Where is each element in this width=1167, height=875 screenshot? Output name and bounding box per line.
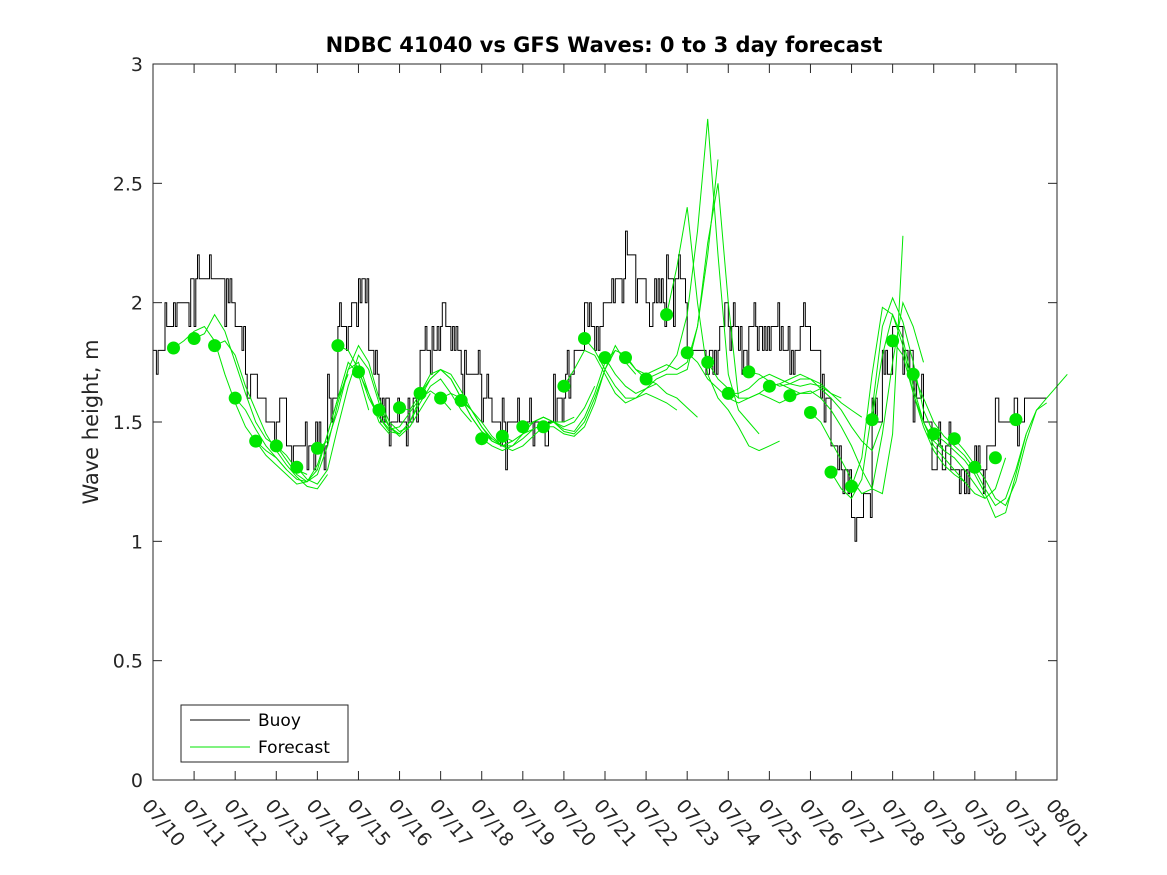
forecast-marker [208, 339, 222, 353]
y-tick-label: 3 [131, 54, 143, 76]
forecast-marker [536, 420, 550, 434]
forecast-marker [660, 308, 674, 322]
forecast-marker [475, 432, 489, 446]
forecast-marker [310, 441, 324, 455]
forecast-run-line [851, 306, 965, 487]
forecast-marker [783, 389, 797, 403]
forecast-marker [906, 367, 920, 381]
legend: Buoy Forecast [180, 704, 349, 763]
forecast-run-line [810, 300, 924, 495]
forecast-marker [947, 432, 961, 446]
y-tick-label: 1 [131, 531, 143, 553]
forecast-marker [824, 465, 838, 479]
forecast-marker [845, 479, 858, 493]
forecast-marker [187, 332, 201, 345]
legend-label-forecast: Forecast [258, 738, 330, 758]
chart-title: NDBC 41040 vs GFS Waves: 0 to 3 day fore… [326, 33, 883, 57]
forecast-run-line [563, 349, 678, 411]
forecast-run-line [666, 207, 780, 452]
forecast-marker [927, 427, 941, 441]
y-tick-label: 1.5 [113, 412, 143, 434]
forecast-run-line [933, 402, 1047, 519]
forecast-marker [495, 429, 509, 443]
forecast-marker [167, 341, 180, 355]
buoy-line [153, 230, 1047, 542]
forecast-marker [762, 379, 776, 393]
forecast-marker [516, 420, 530, 434]
forecast-marker [352, 365, 365, 379]
forecast-marker [557, 379, 571, 393]
legend-box [180, 704, 349, 763]
y-tick-label: 2 [131, 293, 143, 315]
forecast-marker [413, 386, 427, 400]
forecast-marker [434, 391, 448, 405]
forecast-marker [228, 391, 242, 405]
forecast-marker [393, 401, 406, 415]
forecast-marker [680, 346, 694, 360]
forecast-marker [249, 434, 263, 448]
plot-area [153, 118, 1068, 542]
forecast-marker [701, 355, 715, 369]
forecast-run-line [543, 349, 657, 437]
forecast-run-line [645, 118, 760, 435]
y-tick-label: 0 [131, 770, 143, 792]
forecast-marker [968, 460, 982, 474]
forecast-run-line [686, 352, 801, 404]
forecast-run-line [522, 344, 637, 435]
forecast-marker [619, 351, 632, 365]
forecast-marker [598, 351, 612, 365]
forecast-marker [1009, 413, 1023, 427]
legend-label-buoy: Buoy [258, 711, 301, 731]
y-axis-title: Wave height, m [79, 339, 103, 504]
forecast-run-line [789, 235, 904, 495]
forecast-marker [804, 406, 817, 419]
y-tick-label: 2.5 [113, 173, 143, 195]
forecast-run-line [912, 374, 1027, 507]
forecast-run-line [502, 350, 616, 442]
forecast-marker [639, 372, 653, 386]
forecast-run-line [193, 313, 308, 475]
forecast-marker [865, 413, 879, 427]
forecast-run-line [317, 344, 431, 449]
forecast-marker [721, 386, 735, 400]
forecast-marker [886, 334, 900, 348]
forecast-marker [742, 365, 756, 379]
forecast-marker [372, 403, 386, 417]
forecast-marker [988, 451, 1002, 465]
forecast-marker [454, 394, 468, 407]
forecast-run-line [830, 296, 945, 500]
forecast-marker [290, 460, 304, 474]
forecast-marker [269, 439, 283, 453]
forecast-marker [331, 339, 345, 353]
forecast-run-line [584, 338, 698, 418]
y-tick-label: 0.5 [113, 651, 143, 673]
forecast-marker [578, 332, 591, 345]
forecast-run-line [460, 400, 575, 452]
